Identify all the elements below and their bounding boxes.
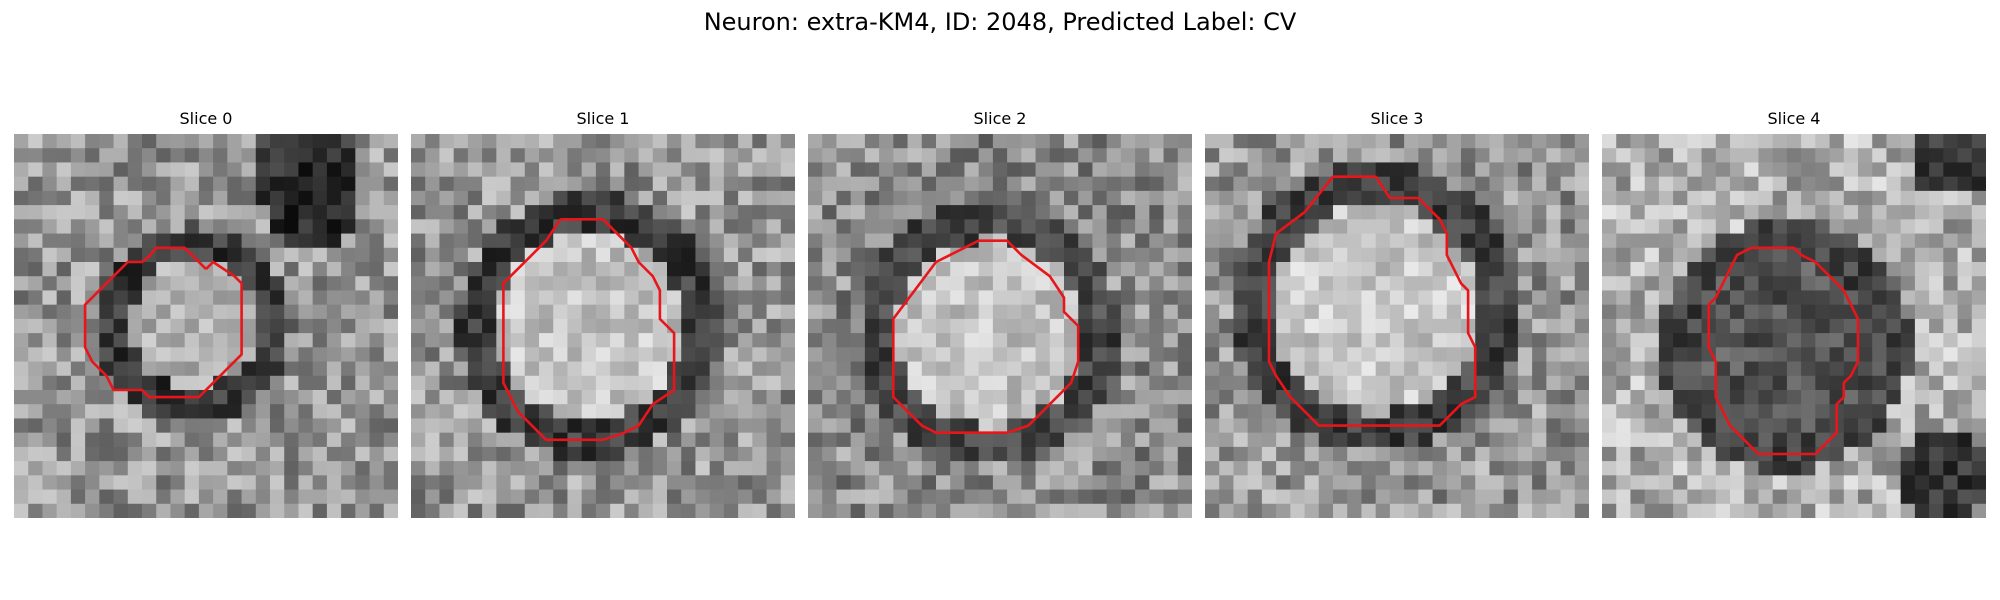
slice-panel-0: Slice 0 [14, 108, 398, 520]
slice-title-4: Slice 4 [1767, 109, 1821, 128]
slice-image-2 [808, 134, 1192, 518]
figure-title: Neuron: extra-KM4, ID: 2048, Predicted L… [703, 8, 1297, 36]
pixel-grid [1205, 134, 1589, 518]
pixel-grid [14, 134, 398, 518]
slice-panel-2: Slice 2 [808, 108, 1192, 520]
slice-title-1: Slice 1 [576, 109, 630, 128]
pixel-grid [411, 134, 795, 518]
slice-panel-4: Slice 4 [1602, 108, 1986, 520]
slice-title-2: Slice 2 [973, 109, 1027, 128]
segmentation-contour [502, 218, 676, 442]
pixel-grid [808, 134, 1192, 518]
segmentation-contour [1707, 246, 1860, 456]
slice-image-3 [1205, 134, 1589, 518]
slice-panel-3: Slice 3 [1205, 108, 1589, 520]
slice-title-0: Slice 0 [179, 109, 233, 128]
segmentation-contour [892, 239, 1080, 435]
slice-image-1 [411, 134, 795, 518]
slice-title-3: Slice 3 [1370, 109, 1424, 128]
pixel-grid [1602, 134, 1986, 518]
segmentation-contour [1267, 175, 1477, 427]
segmentation-contour [83, 246, 243, 399]
slice-image-4 [1602, 134, 1986, 518]
slice-image-0 [14, 134, 398, 518]
slice-panel-1: Slice 1 [411, 108, 795, 520]
